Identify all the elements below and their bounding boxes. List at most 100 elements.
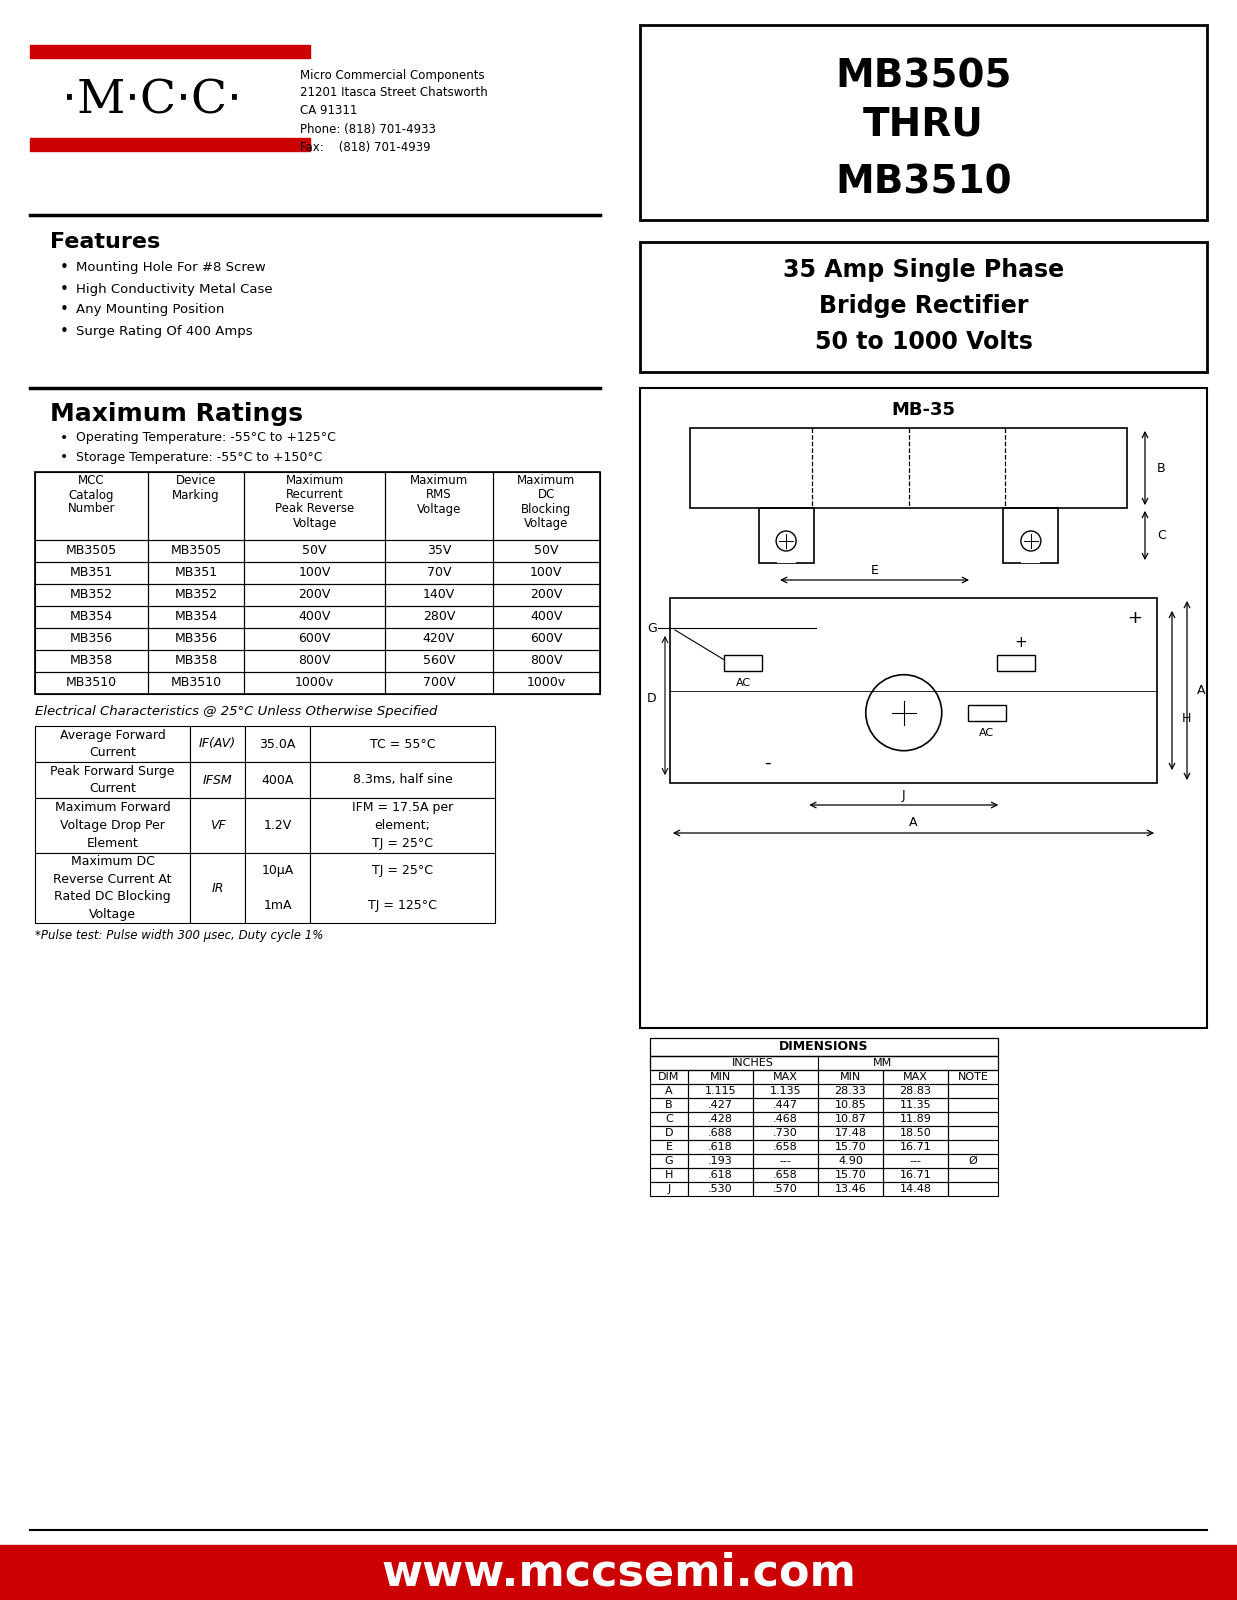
Bar bbox=[244, 672, 385, 694]
Text: 11.35: 11.35 bbox=[899, 1101, 931, 1110]
Text: 1000v: 1000v bbox=[296, 677, 334, 690]
Bar bbox=[385, 584, 492, 606]
Text: 800V: 800V bbox=[531, 654, 563, 667]
Text: AC: AC bbox=[978, 728, 995, 738]
Bar bbox=[148, 541, 244, 562]
Text: VF: VF bbox=[209, 819, 225, 832]
Text: element;: element; bbox=[375, 819, 430, 832]
Text: •: • bbox=[61, 430, 68, 445]
Bar bbox=[492, 627, 600, 650]
Text: TJ = 25°C: TJ = 25°C bbox=[372, 837, 433, 850]
Bar bbox=[753, 1085, 818, 1098]
Text: Number: Number bbox=[68, 502, 115, 515]
Text: THRU: THRU bbox=[863, 106, 983, 144]
Text: 200V: 200V bbox=[298, 589, 330, 602]
Text: DC: DC bbox=[538, 488, 555, 501]
Bar bbox=[753, 1154, 818, 1168]
Text: Average Forward: Average Forward bbox=[59, 728, 166, 741]
Bar bbox=[35, 762, 190, 798]
Text: 400V: 400V bbox=[298, 611, 330, 624]
Bar bbox=[30, 138, 310, 150]
Text: 1mA: 1mA bbox=[263, 899, 292, 912]
Text: 100V: 100V bbox=[531, 566, 563, 579]
Text: -: - bbox=[764, 754, 771, 773]
Bar bbox=[385, 650, 492, 672]
Text: 28.33: 28.33 bbox=[835, 1086, 866, 1096]
Text: 10.85: 10.85 bbox=[835, 1101, 866, 1110]
Text: Ø: Ø bbox=[969, 1155, 977, 1166]
Text: B: B bbox=[666, 1101, 673, 1110]
Text: .570: .570 bbox=[773, 1184, 798, 1194]
Text: MB358: MB358 bbox=[174, 654, 218, 667]
Text: Voltage Drop Per: Voltage Drop Per bbox=[61, 819, 165, 832]
Text: 21201 Itasca Street Chatsworth: 21201 Itasca Street Chatsworth bbox=[301, 86, 487, 99]
Text: H: H bbox=[1183, 712, 1191, 725]
Bar bbox=[688, 1139, 753, 1154]
Bar bbox=[148, 606, 244, 627]
Text: 35 Amp Single Phase: 35 Amp Single Phase bbox=[783, 258, 1064, 282]
Bar bbox=[948, 1182, 998, 1197]
Bar bbox=[492, 562, 600, 584]
Text: •: • bbox=[61, 261, 69, 275]
Bar bbox=[244, 606, 385, 627]
Bar bbox=[190, 853, 245, 923]
Text: 14.48: 14.48 bbox=[899, 1184, 931, 1194]
Text: TJ = 125°C: TJ = 125°C bbox=[369, 899, 437, 912]
Text: MB3510: MB3510 bbox=[171, 677, 221, 690]
Text: +: + bbox=[1014, 635, 1027, 650]
Text: D: D bbox=[664, 1128, 673, 1138]
Bar bbox=[948, 1168, 998, 1182]
Bar bbox=[818, 1182, 883, 1197]
Bar bbox=[492, 472, 600, 541]
Bar bbox=[1022, 552, 1040, 563]
Text: 70V: 70V bbox=[427, 566, 452, 579]
Text: 11.89: 11.89 bbox=[899, 1114, 931, 1123]
Bar bbox=[148, 672, 244, 694]
Bar bbox=[818, 1112, 883, 1126]
Bar bbox=[649, 1168, 688, 1182]
Bar bbox=[244, 541, 385, 562]
Text: Micro Commercial Components: Micro Commercial Components bbox=[301, 69, 485, 82]
Text: 800V: 800V bbox=[298, 654, 332, 667]
Bar bbox=[649, 1154, 688, 1168]
Text: Device: Device bbox=[176, 475, 216, 488]
Bar bbox=[245, 726, 310, 762]
Bar bbox=[948, 1126, 998, 1139]
Text: CA 91311: CA 91311 bbox=[301, 104, 357, 117]
Bar bbox=[30, 45, 310, 58]
Bar bbox=[35, 798, 190, 853]
Text: Peak Reverse: Peak Reverse bbox=[275, 502, 354, 515]
Bar bbox=[818, 1085, 883, 1098]
Text: MB351: MB351 bbox=[71, 566, 113, 579]
Bar bbox=[492, 584, 600, 606]
Text: A: A bbox=[1197, 685, 1206, 698]
Bar bbox=[1003, 509, 1059, 563]
Text: 600V: 600V bbox=[531, 632, 563, 645]
Text: Maximum: Maximum bbox=[517, 475, 575, 488]
Text: Any Mounting Position: Any Mounting Position bbox=[75, 304, 224, 317]
Bar bbox=[688, 1126, 753, 1139]
Text: Current: Current bbox=[89, 782, 136, 795]
Bar bbox=[649, 1182, 688, 1197]
Text: Voltage: Voltage bbox=[417, 502, 461, 515]
Text: Voltage: Voltage bbox=[89, 907, 136, 920]
Bar bbox=[753, 1168, 818, 1182]
Bar bbox=[818, 1139, 883, 1154]
Text: MB356: MB356 bbox=[174, 632, 218, 645]
Bar bbox=[690, 427, 1127, 509]
Bar bbox=[777, 552, 795, 563]
Text: MB3510: MB3510 bbox=[66, 677, 118, 690]
Text: A: A bbox=[909, 816, 918, 829]
Text: NOTE: NOTE bbox=[957, 1072, 988, 1082]
Text: +: + bbox=[1127, 610, 1143, 627]
Text: Bridge Rectifier: Bridge Rectifier bbox=[819, 294, 1028, 318]
Text: 200V: 200V bbox=[531, 589, 563, 602]
Bar bbox=[310, 726, 495, 762]
Text: 16.71: 16.71 bbox=[899, 1142, 931, 1152]
Bar bbox=[818, 1154, 883, 1168]
Bar bbox=[688, 1112, 753, 1126]
Bar bbox=[190, 726, 245, 762]
Bar bbox=[753, 1182, 818, 1197]
Text: D: D bbox=[647, 691, 657, 704]
Text: 1000v: 1000v bbox=[527, 677, 567, 690]
